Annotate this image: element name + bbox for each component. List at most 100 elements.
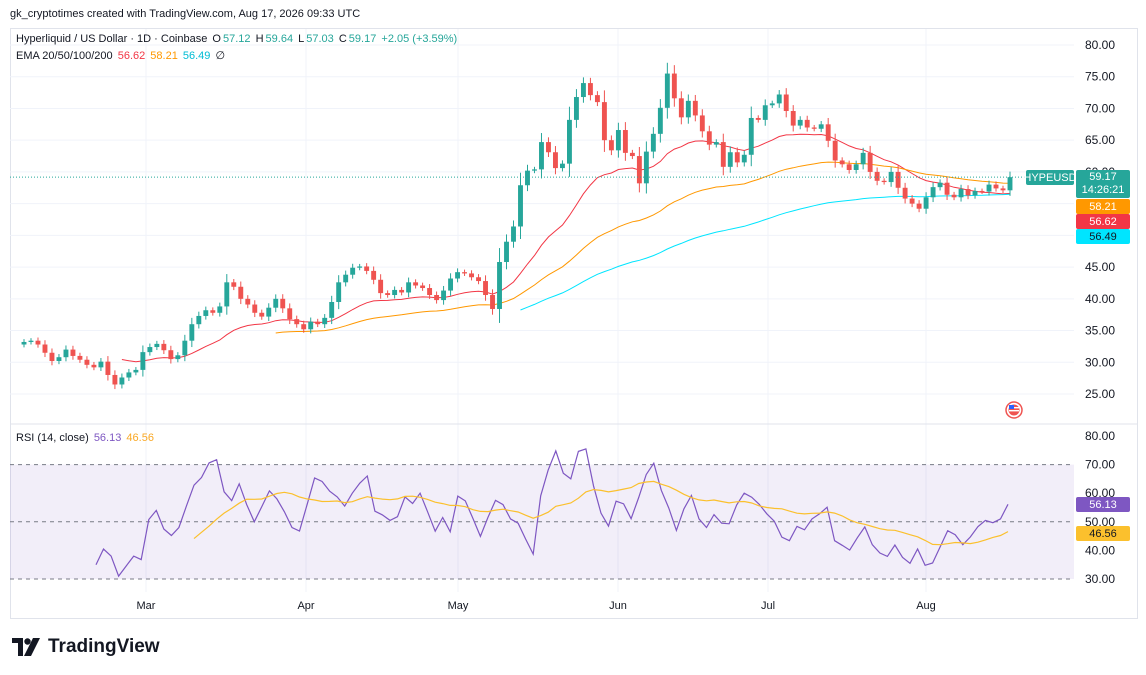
candle-body (483, 281, 488, 296)
candle-body (909, 198, 915, 204)
candle-body (56, 357, 62, 362)
candle-body (294, 319, 300, 325)
candle-body (685, 100, 691, 118)
price-tick-label: 65.00 (1085, 133, 1115, 147)
candle-body (364, 266, 370, 271)
candle-body (322, 317, 328, 325)
candle-body (140, 352, 146, 370)
candle-body (979, 190, 985, 192)
tradingview-logo-icon (12, 638, 40, 656)
candle-body (385, 293, 391, 296)
candle-body (497, 262, 502, 309)
candle-body (566, 119, 572, 164)
candle-body (860, 152, 866, 165)
candle-body (867, 152, 873, 172)
candle-body (42, 344, 48, 353)
candle-body (944, 182, 950, 195)
candle-body (147, 347, 153, 353)
ema20-value: 56.62 (117, 50, 146, 62)
last-price-tag: 59.17 14:26:21 (1076, 170, 1130, 198)
rsi-label: RSI (14, close) (16, 432, 89, 444)
ema100-line (520, 193, 1011, 311)
candle-body (706, 131, 712, 145)
candle-body (287, 308, 293, 320)
ema50-line (275, 161, 1011, 334)
candle-body (643, 151, 649, 184)
candle-body (720, 142, 726, 167)
candle-body (420, 285, 426, 289)
candle-body (776, 94, 782, 104)
time-axis: Mar Apr May Jun Jul Aug (137, 600, 936, 612)
candle-body (699, 115, 705, 132)
rsi-lines (95, 448, 1009, 578)
candle-body (748, 117, 754, 155)
candle-body (406, 282, 412, 293)
candle-body (727, 152, 733, 167)
candle-body (175, 355, 181, 360)
candle-body (874, 171, 880, 181)
candle-body (671, 73, 677, 99)
candle-body (839, 160, 845, 165)
candle-body (378, 279, 384, 294)
ema-legend: EMA 20/50/100/200 56.62 58.21 56.49 ∅ (16, 49, 227, 62)
candle-body (804, 119, 810, 128)
candle-body (77, 355, 83, 360)
candle-body (965, 189, 971, 196)
rsi-ma-value: 46.56 (126, 432, 154, 444)
rsi-line (95, 448, 1009, 578)
candle-body (539, 142, 544, 170)
candle-body (35, 340, 41, 345)
rsi-axis: 80.00 70.00 60.00 50.00 40.00 30.00 (1085, 429, 1115, 586)
candle-body (608, 140, 614, 151)
candle-body (881, 180, 887, 183)
candle-body (154, 343, 160, 348)
candle-body (49, 352, 55, 362)
rsi-tick-label: 40.00 (1085, 543, 1115, 557)
ema100-tag: 56.49 (1076, 229, 1130, 244)
candle-body (182, 340, 188, 356)
candle-body (769, 103, 775, 106)
candle-body (133, 369, 139, 373)
candle-body (832, 140, 838, 161)
ema50-tag: 58.21 (1076, 199, 1130, 214)
rsi-tick-label: 70.00 (1085, 458, 1115, 472)
candle-body (441, 290, 447, 301)
candle-body (783, 94, 789, 111)
candle-body (1000, 188, 1006, 191)
candle-body (546, 142, 551, 153)
candle-body (553, 152, 558, 169)
month-tick-label: Aug (916, 600, 936, 612)
month-tick-label: Jun (609, 600, 627, 612)
tradingview-logo[interactable]: TradingView (12, 636, 160, 658)
low-value: 57.03 (306, 33, 334, 45)
low-label: L (298, 33, 305, 45)
candle-body (504, 241, 509, 263)
candle-body (525, 170, 530, 186)
candle-body (797, 119, 803, 126)
candle-body (657, 107, 663, 134)
chart-frame (10, 28, 1138, 619)
candle-body (713, 142, 719, 145)
ema-lines (121, 133, 1011, 363)
candle-body (958, 189, 964, 198)
rsi-value: 56.13 (93, 432, 122, 444)
candle-body (259, 312, 265, 317)
rsi-legend: RSI (14, close) 56.13 46.56 (16, 432, 156, 444)
candle-body (70, 349, 76, 356)
candle-body (622, 130, 628, 153)
candle-body (790, 110, 796, 126)
candle-body (392, 289, 398, 296)
ema-label: EMA 20/50/100/200 (16, 50, 113, 62)
high-value: 59.64 (265, 33, 294, 45)
candle-body (28, 340, 34, 342)
price-legend: Hyperliquid / US Dollar · 1D · Coinbase … (16, 33, 459, 45)
candle-body (245, 298, 251, 305)
candle-body (371, 270, 377, 280)
candle-body (825, 124, 831, 141)
us-flag-icon[interactable] (1005, 401, 1023, 419)
candle-body (650, 133, 656, 152)
symbol-title: Hyperliquid / US Dollar · 1D · Coinbase (16, 33, 208, 45)
price-tick-label: 25.00 (1085, 387, 1115, 401)
candle-body (399, 289, 405, 293)
